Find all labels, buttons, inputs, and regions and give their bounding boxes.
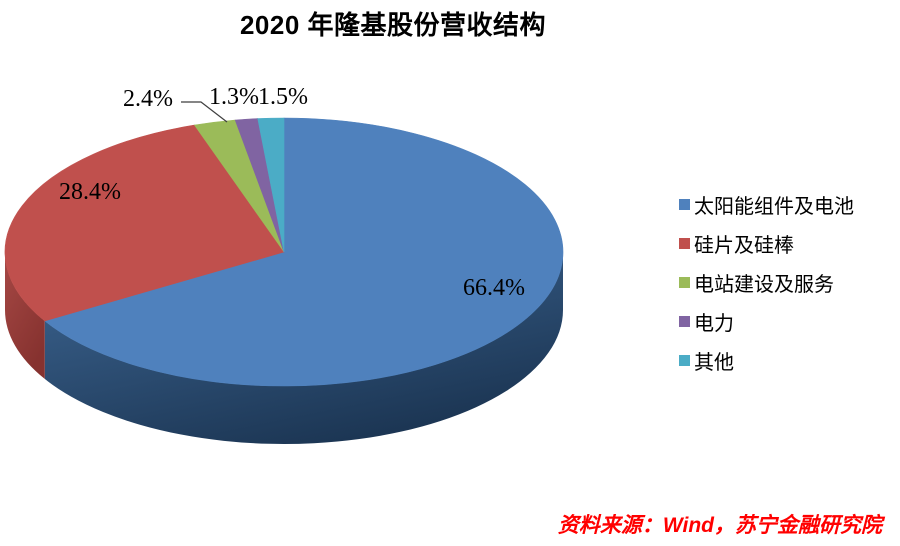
pie-slice-1 <box>4 124 285 322</box>
percent-label-0: 66.4% <box>463 275 525 301</box>
legend-label-0: 太阳能组件及电池 <box>694 196 854 218</box>
legend-label-1: 硅片及硅棒 <box>694 235 794 257</box>
legend-item-3: 电力 <box>679 302 854 341</box>
legend-item-2: 电站建设及服务 <box>679 263 854 302</box>
legend-swatch-0 <box>679 199 690 210</box>
pie-top-slices <box>4 117 564 387</box>
pie-slice-0 <box>44 117 564 387</box>
legend-label-2: 电站建设及服务 <box>694 274 834 296</box>
pie-percent-labels: 66.4% 28.4% 2.4% 1.3% 1.5% <box>59 84 525 301</box>
legend-swatch-4 <box>679 355 690 366</box>
percent-label-3: 1.3% <box>209 84 259 110</box>
pie-slice-4 <box>257 117 285 253</box>
source-note: 资料来源：Wind，苏宁金融研究院 <box>557 514 882 537</box>
legend-item-1: 硅片及硅棒 <box>679 224 854 263</box>
chart-title: 2020 年隆基股份营收结构 <box>239 10 547 40</box>
legend-swatch-1 <box>679 238 690 249</box>
pie-side-0 <box>44 252 563 445</box>
percent-label-1: 28.4% <box>59 179 121 205</box>
legend-item-4: 其他 <box>679 341 854 380</box>
legend-item-0: 太阳能组件及电池 <box>679 185 854 224</box>
percent-label-4: 1.5% <box>258 84 308 110</box>
legend-label-3: 电力 <box>694 313 734 335</box>
legend-swatch-3 <box>679 316 690 327</box>
percent-label-2: 2.4% <box>123 86 173 112</box>
legend: 太阳能组件及电池 硅片及硅棒电站建设及服务 电力其他 <box>679 185 854 380</box>
legend-swatch-2 <box>679 277 690 288</box>
legend-label-4: 其他 <box>694 352 734 374</box>
pie-3d-sides <box>5 252 563 445</box>
leader-line <box>181 101 228 123</box>
pie-side-1 <box>5 252 45 379</box>
